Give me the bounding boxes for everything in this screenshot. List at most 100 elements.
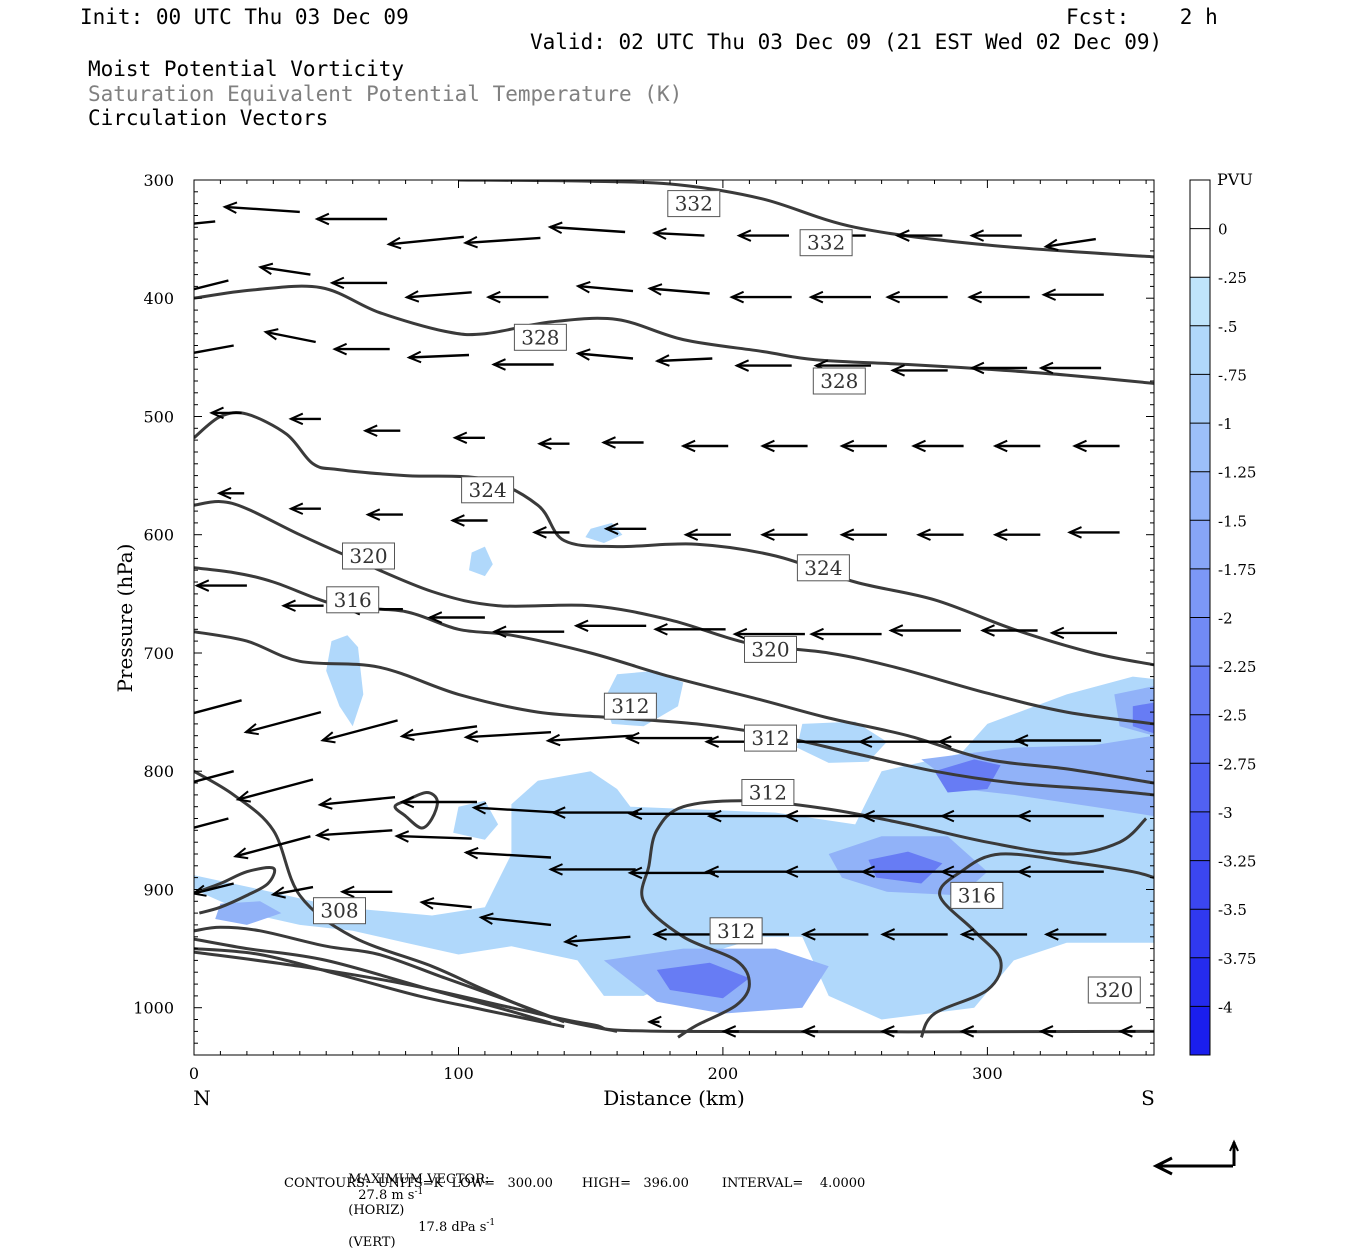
circulation-vector [1016,809,1104,823]
circulation-vector [1049,626,1117,640]
contour-label-312: 312 [709,917,763,945]
forecast-hour: Fcst: 2 h [1066,5,1218,29]
circulation-vector [980,624,1038,637]
circulation-vector [721,1025,739,1038]
circulation-vector [647,283,710,296]
contour-label-320: 320 [342,542,395,570]
y-tick: 700 [143,644,1154,663]
colorbar-swatch [1190,763,1210,813]
circulation-vector [627,807,715,821]
contours-info: CONTOURS: UNITS=K LOW= 300.00 HIGH= 396.… [284,1176,866,1191]
svg-text:200: 200 [708,1064,739,1083]
circulation-vectors [194,201,1136,1038]
svg-text:320: 320 [349,544,387,568]
circulation-vector [491,358,554,371]
colorbar-tick-label: -3.75 [1218,950,1256,968]
circulation-vector [734,359,792,372]
circulation-vector [452,431,485,445]
colorbar-tick-label: 0 [1218,221,1228,239]
colorbar-tick-label: -1 [1218,415,1233,433]
circulation-vector [627,866,715,880]
svg-text:500: 500 [143,408,174,427]
circulation-vector [939,809,1028,823]
svg-text:320: 320 [751,637,789,661]
circulation-vector [969,361,1028,375]
circulation-vector [450,514,488,527]
x-tick: 200 [708,180,739,1083]
circulation-vector [624,731,713,745]
svg-text:320: 320 [1095,978,1133,1002]
circulation-vector [257,262,311,276]
circulation-vector [537,437,570,450]
pv-region-16 [1132,702,1154,734]
pv-region-4 [453,800,499,840]
circulation-vector [386,235,464,250]
pv-region-5 [469,546,493,577]
colorbar-tick-label: -1.5 [1218,512,1247,530]
theta-e-contour-312-6 [640,799,1148,1039]
circulation-vector [653,623,726,636]
contour-label-312: 312 [741,779,795,806]
colorbar-swatch [1190,617,1210,667]
colorbar-tick-label: -.25 [1218,269,1247,287]
contour-label-316: 316 [326,586,380,614]
circulation-vector [314,212,388,226]
x-axis-label: Distance (km) [603,1086,745,1110]
circulation-vector [888,624,961,637]
svg-text:324: 324 [469,478,507,502]
colorbar-swatch [1190,909,1210,959]
colorbar-swatch [1190,325,1210,375]
circulation-vector [463,730,552,743]
circulation-vector [959,928,1028,941]
circulation-vector [652,928,710,941]
circulation-vector [317,796,396,810]
svg-text:328: 328 [521,325,559,349]
circulation-vector [194,882,234,897]
circulation-vector [1043,928,1107,941]
circulation-vector [683,528,731,541]
colorbar-swatch [1190,520,1210,570]
circulation-vector [729,290,792,304]
axes: 300 400 500 600 700 800 900 1000 0 100 200 300 [133,171,1154,1083]
circulation-vector [706,809,795,823]
circulation-vector [651,227,705,240]
contour-label-328: 328 [812,367,866,395]
circulation-vector [1072,439,1120,453]
colorbar-swatch [1190,374,1210,424]
svg-text:332: 332 [675,192,713,216]
contour-label-320: 320 [744,635,797,663]
svg-text:300: 300 [972,1064,1003,1083]
contour-label-324: 324 [796,554,850,582]
svg-text:316: 316 [958,883,996,907]
circulation-vector [320,719,398,744]
circulation-vector [959,1025,977,1038]
circulation-vector [491,625,565,638]
theta-e-contours [194,180,1154,1039]
circulation-vector [1043,237,1096,252]
circulation-vector [399,725,478,741]
circulation-vector [603,522,647,536]
circulation-vector [839,528,887,541]
colorbar-swatch [1190,180,1210,230]
circulation-vector [654,354,713,367]
contour-label-332: 332 [667,190,721,218]
contour-label-332: 332 [799,229,853,257]
circulation-vector [783,865,871,878]
circulation-vector [194,770,235,784]
circulation-vector [194,220,216,225]
circulation-vector [880,1025,898,1038]
circulation-vector [890,364,948,377]
circulation-vector [760,528,808,541]
circulation-vector [216,487,245,500]
y-tick: 600 [143,526,1154,545]
svg-text:324: 324 [804,556,842,580]
svg-text:308: 308 [320,899,358,923]
y-tick: 500 [143,408,1154,427]
colorbar-title: PVU [1217,170,1253,189]
theta-e-contour-unlabeled-12 [194,866,277,915]
x-tick: 100 [443,180,474,1083]
circulation-vector [339,885,393,899]
init-time: Init: 00 UTC Thu 03 Dec 09 [80,5,409,29]
theta-e-contour-unlabeled-13 [393,790,439,830]
circulation-vector [314,828,393,841]
